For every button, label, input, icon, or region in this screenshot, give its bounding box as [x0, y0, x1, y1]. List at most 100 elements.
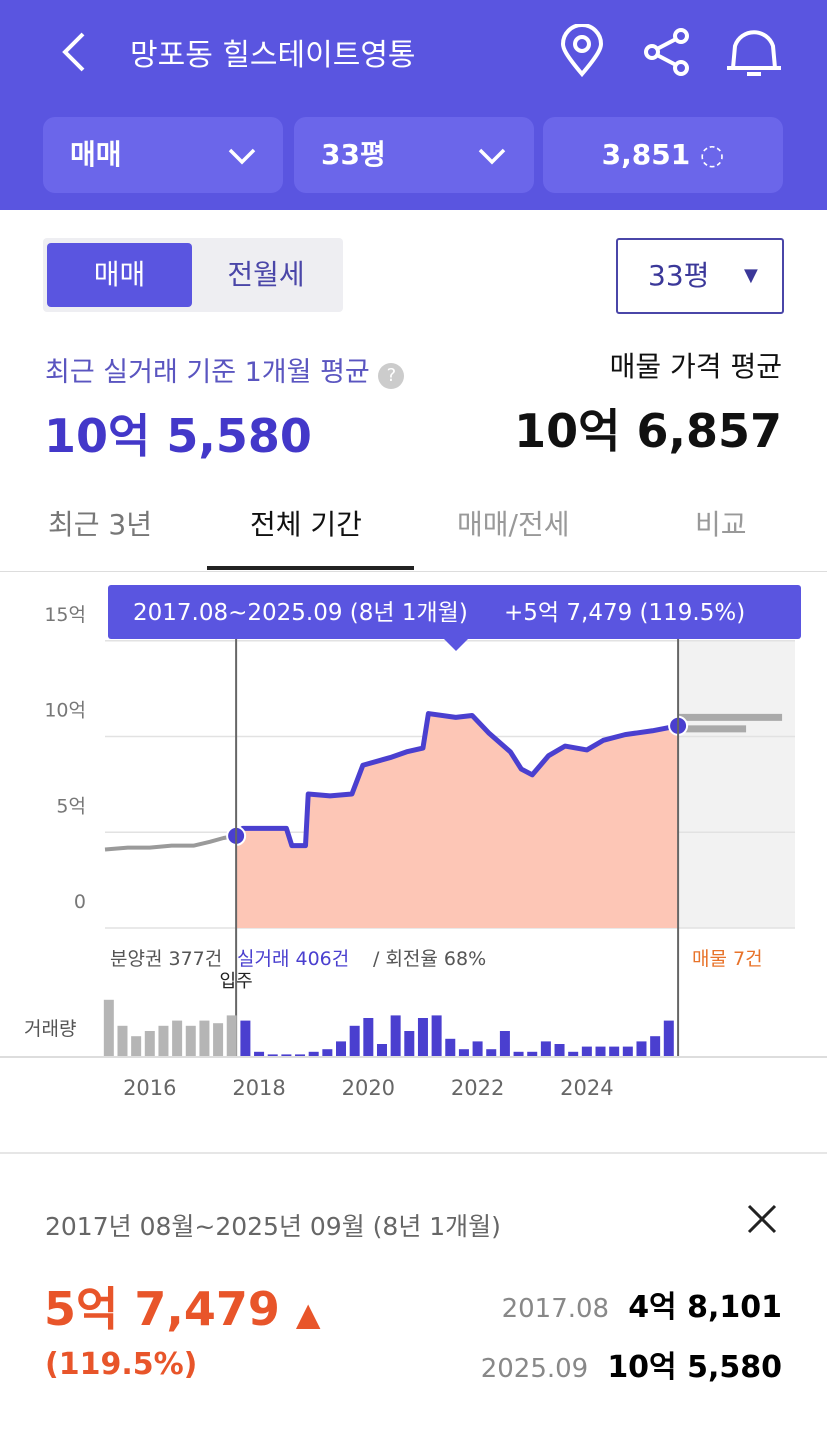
divider: [0, 1152, 827, 1154]
volume-bar: [513, 1051, 524, 1057]
x-tick-label: 2020: [342, 1076, 395, 1100]
volume-bar: [568, 1051, 579, 1057]
label: 최근 실거래 기준 1개월 평균: [45, 357, 370, 388]
listing-label: 매물 가격 평균: [609, 350, 782, 383]
volume-bar: [226, 1015, 237, 1057]
volume-bar: [472, 1041, 483, 1057]
volume-bar: [581, 1046, 592, 1057]
volume-bar: [622, 1046, 633, 1057]
future-zone: [678, 640, 795, 928]
volume-bar: [486, 1049, 497, 1057]
row-date: 2025.09: [480, 1354, 589, 1384]
y-tick-label: 5억: [56, 795, 86, 817]
size-select[interactable]: 33평 ▼: [616, 238, 784, 314]
volume-bar: [527, 1051, 538, 1057]
volume-bar: [254, 1051, 265, 1057]
volume-bar: [540, 1041, 551, 1057]
volume-bar: [363, 1018, 374, 1057]
volume-bar: [458, 1049, 469, 1057]
back-button[interactable]: [55, 28, 95, 76]
detail-change-pct: (119.5%): [45, 1347, 198, 1382]
row-price: 4억 8,101: [628, 1290, 782, 1325]
filter-label: 매매: [70, 138, 122, 171]
tooltip-arrow: [444, 639, 468, 651]
period-tab[interactable]: 비교: [695, 508, 747, 541]
volume-bar: [636, 1041, 647, 1057]
volume-bar: [431, 1015, 442, 1057]
volume-bar: [103, 999, 114, 1057]
volume-bar: [267, 1054, 278, 1057]
y-tick-label: 0: [74, 891, 86, 913]
annotation: 분양권 377건: [110, 948, 222, 970]
listing-bar: [678, 713, 783, 721]
volume-bar: [595, 1046, 606, 1057]
volume-bar: [650, 1036, 661, 1057]
y-tick-label: 15억: [44, 604, 86, 626]
filter-size[interactable]: 33평: [294, 117, 534, 193]
avg-value: 10억 5,580: [44, 409, 312, 463]
toggle-option[interactable]: 전월세: [227, 258, 305, 291]
volume-bar: [172, 1020, 183, 1057]
volume-bar: [554, 1044, 565, 1057]
annotation: 실거래 406건: [237, 948, 349, 970]
title: 망포동 힐스테이트영통: [130, 38, 416, 73]
tooltip-change: +5억 7,479 (119.5%): [504, 600, 745, 626]
listing-bar: [678, 725, 747, 733]
detail-period: 2017년 08월~2025년 09월 (8년 1개월): [45, 1212, 501, 1241]
avg-label: 최근 실거래 기준 1개월 평균 ?: [45, 350, 405, 389]
x-tick-label: 2016: [123, 1076, 176, 1100]
annotation: 거래량: [24, 1018, 76, 1040]
period-tab[interactable]: 최근 3년: [48, 508, 152, 541]
close-button[interactable]: [745, 1202, 779, 1236]
price-line: [104, 833, 237, 852]
listing-value: 10억 6,857: [514, 404, 782, 458]
volume-bar: [240, 1020, 251, 1057]
filter-trade[interactable]: 매매: [43, 117, 283, 193]
detail-change: 5억 7,479 ▲: [44, 1282, 321, 1336]
volume-bar: [131, 1036, 142, 1057]
header-icons[interactable]: [555, 24, 785, 84]
volume-bar: [199, 1020, 210, 1057]
annotation: 매물 7건: [692, 948, 763, 970]
tooltip-text: 2017.08~2025.09 (8년 1개월): [133, 600, 468, 626]
volume-bar: [281, 1054, 292, 1057]
volume-bar: [117, 1025, 128, 1057]
x-tick-label: 2024: [560, 1076, 613, 1100]
filter-label: 33평: [321, 138, 386, 171]
volume-bar: [308, 1051, 319, 1057]
filter-label: 3,851: [601, 138, 691, 171]
y-tick-label: 10억: [44, 700, 86, 722]
price-chart: 0 5억 10억 15억 2016 2018 2020 2022 2024 분양권 377건 실거래…: [0, 585, 827, 1100]
x-tick-label: 2018: [232, 1076, 285, 1100]
volume-bar: [213, 1023, 224, 1057]
row-date: 2017.08: [501, 1294, 610, 1324]
volume-bar: [390, 1015, 401, 1057]
volume-bar: [349, 1025, 360, 1057]
volume-bar: [445, 1038, 456, 1057]
volume-bar: [376, 1044, 387, 1057]
toggle-active[interactable]: 매매: [47, 243, 192, 307]
volume-bar: [158, 1025, 169, 1057]
price-area: [236, 713, 679, 928]
tooltip-box: [108, 585, 801, 639]
volume-bar: [322, 1049, 333, 1057]
size-label: 33평: [648, 259, 710, 292]
chevrons: [228, 148, 506, 165]
price-line: [234, 711, 679, 849]
volume-bar: [609, 1046, 620, 1057]
period-tab[interactable]: 매매/전세: [457, 508, 570, 541]
volume-bar: [499, 1031, 510, 1057]
divider: [0, 571, 827, 572]
detail-row: 2025.09 10억 5,580: [481, 1342, 782, 1386]
period-tab-active[interactable]: 전체 기간: [250, 508, 362, 541]
volume-bar: [336, 1041, 347, 1057]
row-price: 10억 5,580: [607, 1350, 782, 1385]
detail-row: 2017.08 4억 8,101: [502, 1282, 782, 1326]
tab-underline: [207, 566, 414, 570]
volume-bar: [417, 1018, 428, 1057]
volume-bar: [404, 1031, 415, 1057]
filter-comments[interactable]: 3,851 ◌: [543, 117, 783, 193]
volume-bar: [144, 1031, 155, 1057]
change-value: 5억 7,479: [44, 1282, 280, 1336]
